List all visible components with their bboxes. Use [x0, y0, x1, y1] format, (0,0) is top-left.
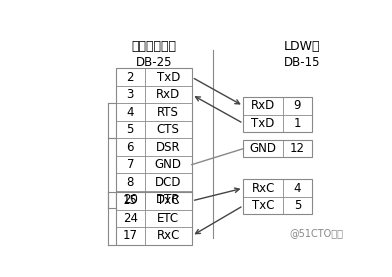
Text: 4: 4	[127, 106, 134, 119]
Text: 5: 5	[127, 123, 134, 136]
Bar	[243, 97, 312, 132]
Text: TxD: TxD	[156, 71, 180, 84]
Text: 8: 8	[127, 176, 134, 189]
Text: TxD: TxD	[252, 117, 275, 130]
Text: 9: 9	[294, 99, 301, 112]
Text: RxC: RxC	[252, 182, 275, 194]
Text: 博达路由器端: 博达路由器端	[131, 40, 176, 53]
Text: GND: GND	[155, 158, 182, 171]
Text: TxC: TxC	[157, 194, 180, 207]
Text: TxC: TxC	[252, 199, 274, 212]
Text: 24: 24	[123, 212, 138, 225]
Bar	[243, 140, 312, 157]
Text: LDW端: LDW端	[284, 40, 320, 53]
Text: @51CTO博客: @51CTO博客	[290, 228, 344, 238]
Text: ETC: ETC	[157, 212, 179, 225]
Text: 2: 2	[127, 71, 134, 84]
Text: 6: 6	[127, 141, 134, 154]
Text: DSR: DSR	[156, 141, 181, 154]
Text: RTS: RTS	[157, 106, 179, 119]
Text: 20: 20	[123, 193, 138, 206]
Text: DTR: DTR	[156, 193, 180, 206]
Text: CTS: CTS	[157, 123, 180, 136]
Text: 3: 3	[127, 88, 134, 101]
Text: DB-25: DB-25	[136, 56, 172, 69]
Text: DB-15: DB-15	[284, 56, 320, 69]
Text: DCD: DCD	[155, 176, 181, 189]
Text: RxD: RxD	[156, 88, 180, 101]
Text: 17: 17	[123, 229, 138, 242]
Bar	[116, 68, 192, 208]
Text: RxC: RxC	[156, 229, 180, 242]
Text: GND: GND	[250, 142, 277, 155]
Text: 12: 12	[290, 142, 305, 155]
Text: 4: 4	[294, 182, 301, 194]
Bar	[243, 179, 312, 214]
Text: 5: 5	[294, 199, 301, 212]
Text: 1: 1	[294, 117, 301, 130]
Text: 7: 7	[127, 158, 134, 171]
Text: 15: 15	[123, 194, 138, 207]
Text: RxD: RxD	[251, 99, 275, 112]
Bar	[116, 192, 192, 245]
